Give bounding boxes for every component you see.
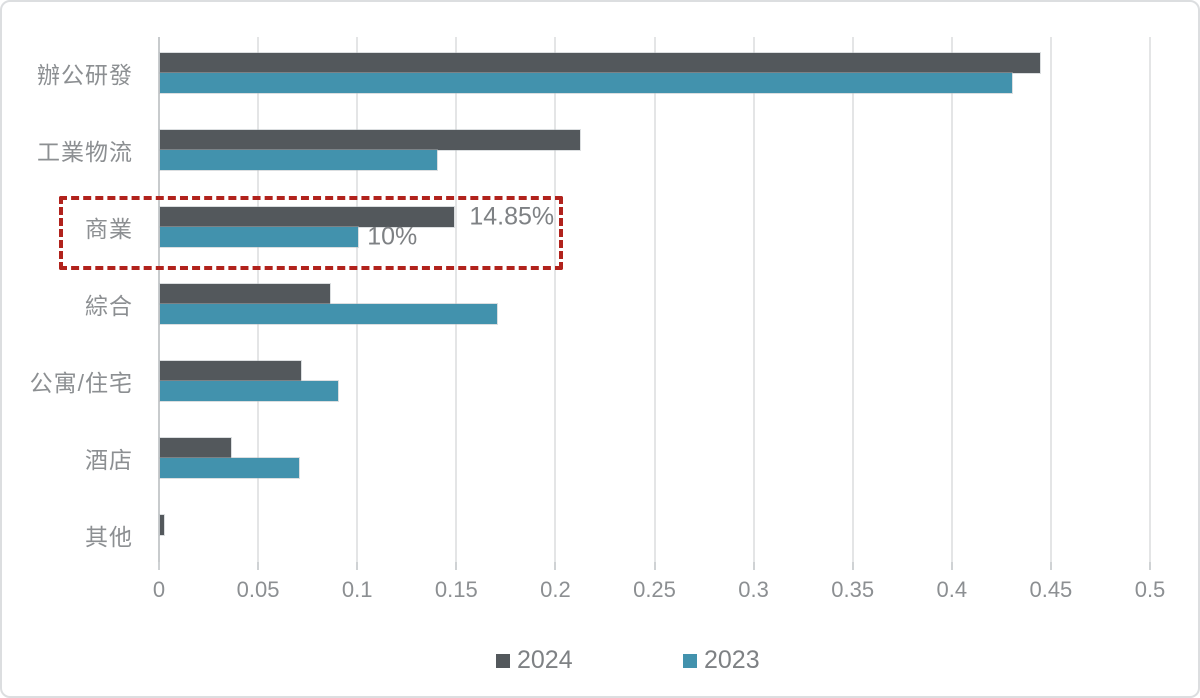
bar-2024 (160, 206, 454, 227)
bar-2023 (160, 226, 358, 247)
axis-tick (257, 562, 260, 570)
category-label: 商業 (85, 215, 133, 242)
legend-swatch-2024 (496, 653, 510, 668)
legend-item-2023: 2023 (683, 646, 760, 675)
category-label: 工業物流 (37, 138, 133, 165)
axis-tick (158, 562, 160, 570)
category-label: 綜合 (85, 292, 133, 319)
legend-swatch-2023 (683, 653, 697, 668)
category-label: 酒店 (85, 447, 133, 473)
category-label: 辦公研發 (37, 61, 133, 88)
axis-tick (455, 562, 458, 570)
gridline (356, 37, 359, 562)
legend-label-2023: 2023 (704, 646, 760, 674)
gridline (851, 37, 854, 562)
bar-2023 (160, 458, 299, 478)
bar-2024 (160, 360, 301, 381)
category-label: 其他 (85, 524, 133, 551)
x-axis-tick-label: 0.45 (1029, 577, 1073, 602)
axis-tick (950, 562, 953, 570)
bar-2024 (160, 52, 1040, 73)
axis-tick (1149, 562, 1151, 570)
axis-tick (1049, 562, 1052, 570)
legend-label-2024: 2024 (517, 646, 573, 674)
legend-item-2024: 2024 (496, 646, 573, 675)
x-axis-tick-label: 0.3 (738, 577, 769, 602)
category-label: 公寓/住宅 (29, 369, 133, 396)
bar-2024 (160, 283, 330, 304)
x-axis-tick-label: 0 (152, 577, 166, 602)
x-axis-tick-label: 0.2 (540, 577, 571, 602)
x-axis-tick-label: 0.35 (831, 577, 875, 602)
bar-2023 (160, 380, 338, 401)
bar-2023 (160, 72, 1012, 93)
axis-tick (752, 562, 755, 570)
x-axis-tick-label: 0.5 (1134, 577, 1166, 602)
gridline (554, 37, 557, 562)
gridline (1149, 37, 1151, 562)
gridline (653, 37, 656, 562)
bar-2023 (160, 303, 497, 324)
gridline (950, 37, 953, 562)
gridline (752, 37, 755, 562)
bar-2023 (160, 149, 437, 170)
data-label-2023: 10% (367, 222, 418, 251)
bar-2024 (160, 515, 164, 536)
axis-tick (851, 562, 854, 570)
gridline (455, 37, 458, 562)
highlight-box (59, 195, 563, 270)
gridline (1049, 37, 1052, 562)
x-axis-tick-label: 0.4 (936, 577, 968, 602)
bar-2024 (160, 129, 580, 150)
y-axis-baseline (158, 37, 160, 562)
x-axis-tick-label: 0.1 (341, 577, 373, 602)
axis-tick (554, 562, 557, 570)
x-axis-tick-label: 0.05 (236, 577, 280, 602)
bar-2024 (160, 438, 231, 458)
axis-tick (356, 562, 359, 570)
axis-tick (653, 562, 656, 570)
x-axis-tick-label: 0.25 (633, 577, 676, 602)
x-axis-tick-label: 0.15 (434, 577, 478, 602)
data-label-2024: 14.85% (469, 202, 555, 231)
